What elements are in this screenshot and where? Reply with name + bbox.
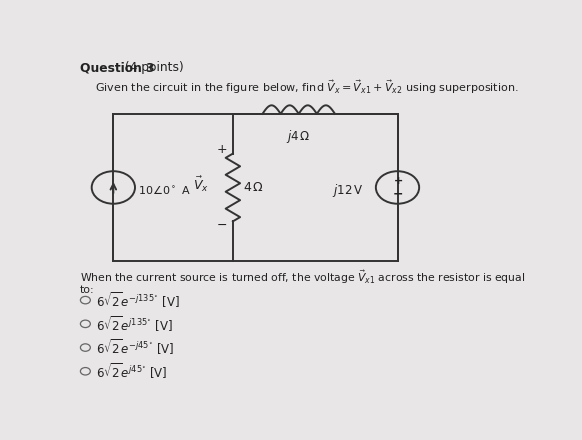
Text: $6\sqrt{2}e^{j45^{\circ}}$ [V]: $6\sqrt{2}e^{j45^{\circ}}$ [V] <box>96 361 168 381</box>
Text: $6\sqrt{2}e^{-j45^{\circ}}$ [V]: $6\sqrt{2}e^{-j45^{\circ}}$ [V] <box>96 338 175 357</box>
Text: $4\,\Omega$: $4\,\Omega$ <box>243 181 264 194</box>
Text: −: − <box>217 219 228 232</box>
Text: $\vec{V}_x$: $\vec{V}_x$ <box>193 174 210 194</box>
Text: (4 points): (4 points) <box>121 61 184 74</box>
Text: $j4\,\Omega$: $j4\,\Omega$ <box>286 128 311 145</box>
Text: Given the circuit in the figure below, find $\vec{V}_x = \vec{V}_{x1} + \vec{V}_: Given the circuit in the figure below, f… <box>95 78 519 96</box>
Text: $6\sqrt{2}e^{-j135^{\circ}}$ [V]: $6\sqrt{2}e^{-j135^{\circ}}$ [V] <box>96 290 180 310</box>
Text: −: − <box>393 187 404 200</box>
Text: $10\angle 0^\circ$ A: $10\angle 0^\circ$ A <box>138 183 191 196</box>
Text: +: + <box>217 143 228 156</box>
Text: $6\sqrt{2}e^{j135^{\circ}}$ [V]: $6\sqrt{2}e^{j135^{\circ}}$ [V] <box>96 314 173 334</box>
Text: Question 3: Question 3 <box>80 61 154 74</box>
Text: $j12\,\mathrm{V}$: $j12\,\mathrm{V}$ <box>332 182 364 199</box>
Text: +: + <box>394 176 403 186</box>
Text: When the current source is turned off, the voltage $\vec{V}_{x1}$ across the res: When the current source is turned off, t… <box>80 268 525 286</box>
Text: to:: to: <box>80 285 94 295</box>
